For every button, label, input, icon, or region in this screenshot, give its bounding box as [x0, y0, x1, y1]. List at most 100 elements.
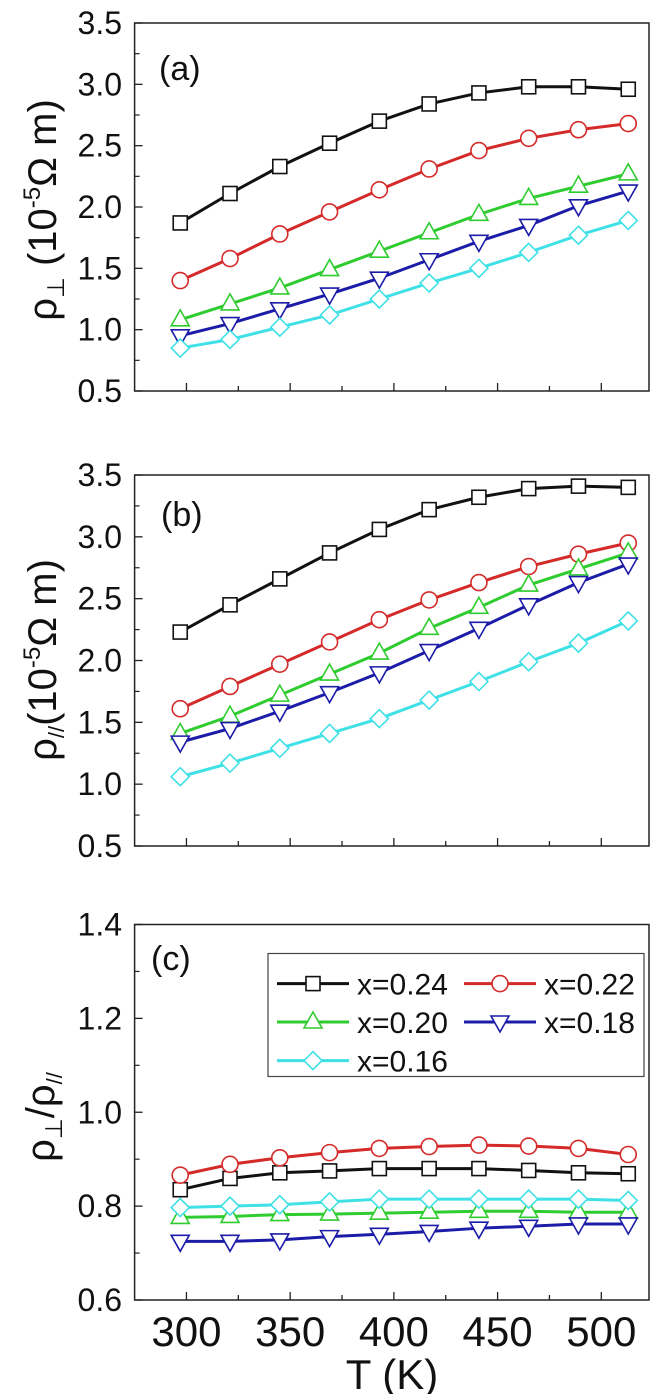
panel-a-series-022-point — [221, 249, 239, 268]
panel-b-series-024-point — [570, 478, 587, 494]
panel-a-series-022-point — [470, 141, 488, 160]
panel-b-series-022-point — [370, 610, 389, 629]
panel-b-series-018-point — [617, 557, 639, 576]
panel-c-series-022-point — [470, 1136, 488, 1154]
panel-c-series-016-point — [369, 1188, 390, 1210]
panel-c-series-022-point — [619, 1145, 638, 1164]
panel-a-series-018-point — [518, 218, 540, 238]
panel-a-series-022-point — [569, 120, 588, 139]
panel-c-series-022-point — [221, 1155, 239, 1174]
panel-a-series-018-point — [169, 328, 191, 348]
panel-a-series-022-point — [320, 203, 339, 221]
panel-c-series-016-line — [180, 1197, 629, 1210]
panel-a-series-024-point — [271, 158, 288, 175]
panel-a-y-tick-label: 1.0 — [78, 312, 122, 348]
panel-c-series-024-line — [179, 1167, 629, 1192]
panel-c-series-022-point — [320, 1143, 339, 1162]
panel-b-series-018-point — [219, 721, 241, 741]
panel-a-series-020-point — [418, 221, 440, 240]
panel-a-series-020-point — [518, 186, 540, 206]
panel-a-series-016-point — [419, 272, 440, 294]
panel-a-series-020-point — [368, 239, 390, 258]
panel-b-series-022-point — [420, 591, 438, 609]
panel-c-series-018-point — [169, 1234, 191, 1253]
panel-b-series-022-point — [270, 655, 289, 674]
legend-marker-diamond — [302, 1050, 324, 1071]
panel-a-series-018-point — [468, 234, 490, 253]
panel-a-series-024-point — [321, 135, 338, 152]
panel-a-y-tick-label: 3.5 — [78, 5, 122, 41]
legend-label: x=0.16 — [357, 1046, 448, 1079]
panel-c-ylabel: ρ⊥/ρ// — [19, 1071, 68, 1162]
panel-b-series-022-point — [470, 573, 488, 592]
panel-a-series-020-point — [617, 162, 639, 181]
panel-c-series-018-point — [269, 1233, 291, 1252]
panel-b-frame — [133, 474, 650, 847]
panel-b-series-024-point — [520, 480, 537, 497]
legend-entry: x=0.20 — [277, 1007, 448, 1040]
panel-b-series-020-point — [319, 662, 340, 681]
legend-label: x=0.24 — [357, 969, 448, 1002]
panel-a-series-018-point — [319, 287, 340, 306]
panel-b-y-tick-label: 0.5 — [78, 828, 122, 864]
panel-c-series-020-point — [518, 1199, 540, 1219]
panel-b-series-016-point — [468, 671, 490, 692]
panel-b-series-018-point — [269, 704, 291, 723]
legend-entry: x=0.18 — [464, 1007, 635, 1040]
panel-c-series-018-point — [368, 1227, 390, 1246]
legend-marker-circle — [491, 974, 509, 993]
panel-a-series-024-point — [371, 113, 388, 129]
panel-b-series-022-point — [221, 677, 239, 696]
panel-b-series-018-point — [319, 685, 340, 705]
panel-b-series-020-point — [418, 616, 440, 636]
panel-a-series-022-point — [619, 114, 638, 133]
panel-a-series-020-point — [269, 276, 291, 295]
panel-b-y-tick-label: 1.5 — [78, 704, 122, 740]
panel-c-series-016-point — [219, 1195, 241, 1217]
panel-c-series-016-point — [568, 1188, 589, 1210]
panel-a-series-020-point — [568, 174, 589, 193]
panel-a-series-020-point — [319, 257, 340, 277]
panel-a-series-024-point — [172, 215, 189, 231]
panel-b-series-024-point — [172, 624, 189, 640]
panel-a-series-024-point — [421, 96, 437, 112]
panel-b-series-024-point — [620, 479, 637, 496]
panel-c-series-022-point — [370, 1139, 389, 1158]
x-tick-label: 500 — [566, 1308, 636, 1355]
panel-c-y-tick-label: 1.4 — [78, 907, 122, 943]
panel-b-series-016-point — [170, 766, 191, 787]
panel-a-series-018-point — [269, 302, 291, 321]
panel-c-series-022-point — [420, 1137, 438, 1156]
panel-a-series-024-point — [222, 185, 238, 202]
panel-c-series-022-point — [270, 1148, 289, 1167]
panel-a-series-018-point — [368, 271, 390, 290]
panel-a-series-022-point — [171, 271, 190, 290]
legend-label: x=0.22 — [544, 969, 635, 1002]
panel-b-series-020-point — [568, 557, 589, 576]
panel-a-series-016-point — [269, 317, 290, 338]
panel-c-series-022-point — [171, 1166, 190, 1184]
panel-b-series-020-point — [368, 641, 390, 660]
panel-b-ylabel: ρ//(10-5Ω m) — [19, 559, 69, 761]
panel-c-series-018-point — [518, 1219, 540, 1238]
panel-c-series-020-point — [319, 1202, 340, 1221]
legend-label: x=0.20 — [357, 1007, 448, 1040]
panel-a-series-018-line — [179, 189, 629, 338]
panel-c-series-024-point — [471, 1160, 487, 1177]
panel-a-series-016-point — [170, 337, 191, 359]
panel-b-series-018-point — [368, 666, 390, 685]
x-tick-label: 450 — [463, 1308, 533, 1355]
panel-a-series-020-point — [169, 308, 191, 327]
legend-marker-square — [305, 975, 321, 992]
panel-b-series-018-point — [518, 598, 540, 617]
panel-b-series-016-point — [518, 651, 539, 672]
panel-a-series-022-point — [420, 160, 438, 178]
panel-c-series-020-line — [180, 1209, 629, 1219]
panel-a-series-018-point — [568, 198, 589, 218]
panel-c-series-022-point — [569, 1139, 588, 1158]
panel-b-series-024-point — [271, 571, 288, 587]
panel-b-series-016-point — [369, 708, 390, 729]
panel-b-label: (b) — [161, 496, 203, 534]
panel-a-y-tick-label: 3.0 — [78, 66, 122, 102]
panel-c-series-016-point — [269, 1194, 290, 1215]
